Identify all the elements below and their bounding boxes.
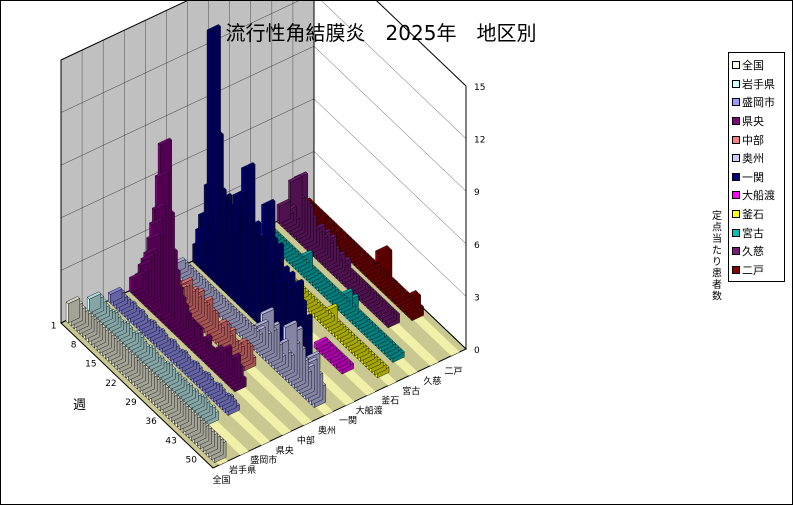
series-axis-label: 中部	[297, 434, 315, 446]
bar-盛岡市-week-1	[107, 286, 123, 304]
legend-swatch	[732, 154, 740, 163]
legend-swatch	[732, 265, 740, 274]
series-axis-label: 二戸	[444, 366, 462, 377]
week-tick-label: 43	[165, 436, 176, 446]
y-axis-title-char: 当	[712, 232, 722, 245]
legend-swatch	[732, 98, 740, 107]
y-axis-title-char: た	[712, 245, 722, 257]
legend-label: 奥州	[742, 152, 764, 166]
week-tick-label: 8	[71, 341, 77, 351]
series-axis-label: 釜石	[381, 395, 399, 407]
height-gridline	[60, 151, 467, 297]
legend-item: 大船渡	[732, 186, 784, 205]
legend-item: 中部	[732, 130, 784, 149]
legend-label: 県央	[742, 115, 764, 129]
z-tick-label: 12	[474, 136, 485, 146]
week-tick-label: 1	[51, 321, 57, 331]
z-tick-label: 3	[474, 293, 480, 303]
bar-大船渡-week-36	[313, 336, 329, 350]
series-axis-label: 久慈	[423, 375, 441, 387]
bar-県央-week-1	[129, 271, 144, 294]
week-tick-label: 29	[125, 398, 137, 408]
series-axis-label: 大船渡	[356, 405, 383, 417]
legend-label: 中部	[742, 133, 764, 147]
legend-swatch	[732, 228, 740, 237]
legend-item: 一関	[732, 168, 784, 187]
legend-label: 岩手県	[742, 77, 775, 91]
legend-label: 盛岡市	[742, 96, 775, 110]
legend-item: 全国	[732, 56, 784, 75]
chart-title: 流行性角結膜炎 2025年 地区別	[225, 21, 537, 45]
z-tick-label: 6	[474, 241, 480, 251]
z-tick-label: 0	[474, 346, 480, 356]
legend-item: 盛岡市	[732, 93, 784, 112]
week-tick-label: 50	[186, 455, 198, 465]
y-axis-title-char: 患	[712, 268, 722, 280]
series-axis-label: 県央	[276, 444, 294, 456]
bar-全国-week-1	[65, 296, 81, 324]
legend-label: 一関	[742, 170, 764, 184]
legend-swatch	[732, 117, 740, 126]
legend-swatch	[732, 61, 740, 70]
legend-label: 全国	[742, 59, 764, 73]
bar-一関-week-1	[192, 238, 207, 265]
y-axis-title-char: 定	[712, 209, 722, 222]
legend-swatch	[732, 135, 740, 144]
week-tick-label: 15	[85, 360, 96, 370]
bar-久慈-week-1	[276, 198, 291, 225]
y-axis-title-char: 数	[712, 290, 722, 303]
x-axis-title: 週	[73, 398, 86, 413]
legend-swatch	[732, 210, 740, 219]
legend-swatch	[732, 172, 740, 181]
height-gridline	[60, 45, 467, 192]
height-gridline	[60, 98, 467, 244]
legend-label: 二戸	[742, 263, 764, 277]
legend-item: 釜石	[732, 205, 784, 224]
week-tick-label: 22	[105, 379, 116, 389]
z-tick-label: 15	[474, 83, 485, 93]
legend-label: 釜石	[742, 208, 764, 222]
legend-item: 岩手県	[732, 75, 784, 94]
legend-item: 奥州	[732, 149, 784, 168]
y-axis-title-char: 者	[712, 279, 722, 291]
series-axis-label: 岩手県	[229, 464, 256, 476]
week-tick-label: 36	[145, 417, 157, 427]
y-axis-title-char: 点	[712, 222, 722, 234]
y-axis-title-char: り	[712, 256, 722, 268]
series-axis-label: 盛岡市	[250, 454, 277, 466]
legend-swatch	[732, 247, 740, 256]
legend-swatch	[732, 79, 740, 88]
legend-item: 久慈	[732, 242, 784, 261]
series-axis-label: 宮古	[402, 385, 420, 397]
legend-label: 宮古	[742, 226, 764, 240]
legend-item: 県央	[732, 112, 784, 131]
z-tick-label: 9	[474, 188, 480, 198]
height-gridline	[60, 1, 467, 139]
legend-item: 宮古	[732, 223, 784, 242]
series-axis-label: 全国	[213, 474, 231, 486]
legend-label: 久慈	[742, 245, 764, 259]
legend-swatch	[732, 191, 740, 200]
legend-item: 二戸	[732, 261, 784, 280]
series-axis-label: 一関	[339, 416, 357, 427]
legend-label: 大船渡	[742, 189, 775, 203]
series-axis-label: 奥州	[318, 424, 336, 436]
chart-legend: 全国岩手県盛岡市県央中部奥州一関大船渡釜石宮古久慈二戸	[728, 52, 785, 283]
